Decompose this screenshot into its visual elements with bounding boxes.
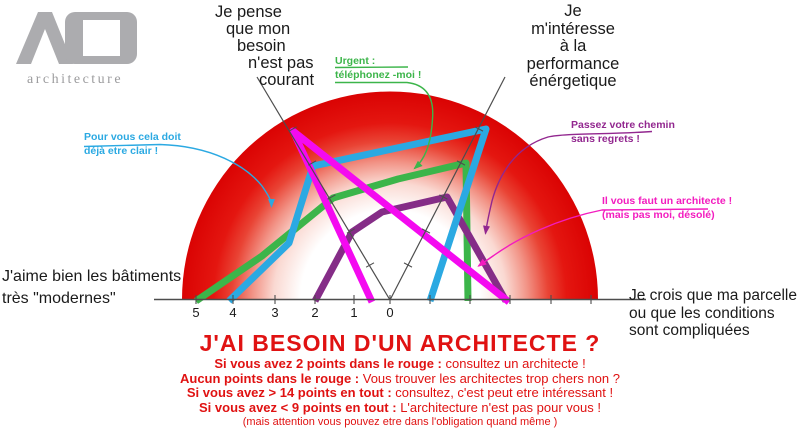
thought-line: énérgetique: [529, 72, 617, 90]
statement-line: J'aime bien les bâtiments: [2, 268, 182, 285]
right-diagonal-axis: [389, 76, 506, 301]
axis-ticks: [195, 295, 592, 304]
horizontal-axis: 5 4 3 2 1 0: [154, 295, 646, 320]
statement-line: très "modernes": [2, 289, 116, 307]
thought-line: m'intéresse: [531, 19, 615, 38]
callout-line: Il vous faut un architecte !: [602, 195, 733, 207]
callout-line: Pour vous cela doit: [84, 131, 181, 143]
callout-line: Urgent :: [335, 55, 376, 67]
callout-line: (mais pas moi, désolé): [602, 208, 715, 221]
statement-line: Je crois que ma parcelle: [629, 287, 797, 304]
statement-modern-buildings: J'aime bien les bâtiments très "modernes…: [2, 266, 181, 309]
rule-condition: Aucun points dans le rouge :: [180, 370, 360, 386]
statement-line: sont compliquées: [629, 322, 750, 339]
logo-monogram: [16, 12, 137, 64]
verdict-footnote: (mais attention vous pouvez etre dans l'…: [242, 416, 558, 429]
rule-advice: consultez, c'est peut etre intéressant !: [391, 385, 614, 401]
score-lines: [194, 125, 512, 305]
left-diagonal-axis: [256, 76, 391, 301]
thought-line: Je: [564, 2, 582, 20]
statement-complicated-parcel: Je crois que ma parcelle ou que les cond…: [629, 287, 797, 340]
urgent-callout-curve: [335, 81, 434, 170]
score-line-magenta: [289, 127, 512, 305]
verdict-rule: Aucun points dans le rouge : Vous trouve…: [10, 370, 790, 387]
verdict-rule: Si vous avez > 14 points en tout : consu…: [10, 385, 790, 401]
thought-line: besoin: [237, 37, 286, 55]
axis-label-4: 4: [229, 305, 236, 320]
thought-line: Je pense: [215, 3, 282, 21]
callout-already-clear: Pour vous cela doit déjà etre clair !: [84, 131, 181, 158]
thought-line: que mon: [226, 20, 291, 38]
axis-labels: 5 4 3 2 1 0: [192, 305, 393, 320]
callout-pass-your-way: Passez votre chemin sans regrets !: [571, 119, 675, 146]
logo-letter-o: [65, 12, 137, 64]
axis-label-2: 2: [311, 305, 318, 320]
verdict-rules: Si vous avez 2 points dans le rouge : co…: [10, 356, 790, 429]
thought-energy-performance: Je m'intéresse à la performance énérgeti…: [517, 2, 629, 91]
callout-need-architect: Il vous faut un architecte ! (mais pas m…: [602, 195, 732, 222]
rule-condition: Si vous avez > 14 points en tout :: [186, 385, 392, 401]
callout-line: déjà etre clair !: [84, 144, 159, 157]
diagonal-axes: [256, 76, 506, 301]
clear-callout-curve: [83, 143, 275, 208]
need-callout-curve: [477, 208, 709, 267]
axis-label-3: 3: [271, 305, 278, 320]
callout-line: téléphonez -moi !: [335, 68, 422, 81]
rule-advice: consultez un architecte !: [441, 356, 586, 371]
rule-advice: L'architecture n'est pas pour vous !: [396, 399, 601, 415]
thought-line: performance: [526, 54, 620, 73]
page-title: J'AI BESOIN D'UN ARCHITECTE ?: [199, 330, 601, 356]
urgent-underline: [334, 66, 409, 69]
axis-label-1: 1: [350, 305, 357, 320]
pass-callout-curve: [483, 130, 653, 235]
score-line-purple: [311, 193, 510, 303]
callout-urgent: Urgent : téléphonez -moi !: [335, 55, 421, 82]
axis-label-5: 5: [192, 305, 199, 320]
logo: architecture: [14, 10, 144, 87]
logo-word: architecture: [27, 72, 124, 87]
statement-line: ou que les conditions: [629, 304, 775, 322]
callout-line: sans regrets !: [571, 132, 640, 145]
axis-label-0: 0: [386, 305, 393, 320]
thought-line: n'est pas: [248, 54, 314, 72]
thought-line: courant: [259, 71, 315, 89]
diagonal-ticks: [288, 126, 484, 268]
verdict-rule: Si vous avez 2 points dans le rouge : co…: [10, 356, 790, 372]
rule-condition: Si vous avez < 9 points en tout :: [199, 399, 397, 415]
callout-line: Passez votre chemin: [571, 119, 675, 131]
verdict-rule: Si vous avez < 9 points en tout : L'arch…: [10, 399, 790, 416]
rule-advice: Vous trouver les architectes trop chers …: [359, 370, 620, 386]
rule-condition: Si vous avez 2 points dans le rouge :: [214, 356, 442, 371]
logo-letter-a: [16, 12, 73, 64]
thought-line: à la: [559, 37, 587, 55]
callout-curves: [83, 66, 709, 267]
thought-uncommon-need: Je pense que mon besoin n'est pas couran…: [215, 4, 314, 89]
